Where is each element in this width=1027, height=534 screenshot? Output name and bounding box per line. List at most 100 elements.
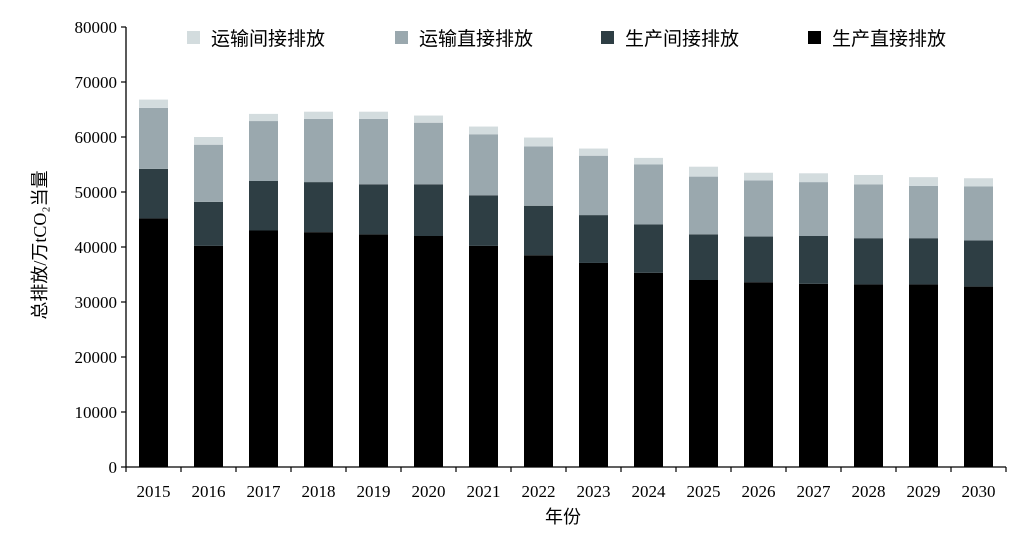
bar-2017-series-0 [249, 230, 278, 467]
bar-2028-series-3 [854, 174, 883, 185]
bar-2015-series-0 [139, 218, 168, 467]
x-tick-label: 2021 [467, 482, 501, 501]
bar-2017-series-2 [249, 121, 278, 181]
bar-2025-series-0 [689, 280, 718, 467]
bar-2020-series-1 [414, 184, 443, 236]
bar-2021-series-0 [469, 245, 498, 467]
legend-label: 运输直接排放 [419, 28, 533, 50]
x-tick-label: 2023 [577, 482, 611, 501]
x-tick-label: 2016 [192, 482, 226, 501]
x-tick-label: 2018 [302, 482, 336, 501]
bar-2020-series-2 [414, 122, 443, 185]
bar-2019-series-2 [359, 118, 388, 185]
bar-2016-series-3 [194, 137, 223, 145]
bar-2026-series-1 [744, 236, 773, 283]
y-tick-label: 70000 [75, 73, 118, 92]
bar-2016-series-1 [194, 201, 223, 246]
legend-swatch [601, 31, 614, 44]
bar-2018-series-0 [304, 232, 333, 467]
bar-2018-series-2 [304, 118, 333, 183]
bar-2025-series-1 [689, 234, 718, 280]
legend-swatch [187, 31, 200, 44]
bar-2024-series-3 [634, 157, 663, 165]
x-tick-label: 2020 [412, 482, 446, 501]
bar-2019-series-0 [359, 234, 388, 467]
bar-2024-series-1 [634, 224, 663, 273]
bar-2029-series-2 [909, 185, 938, 239]
bar-2021-series-1 [469, 195, 498, 246]
y-tick-label: 80000 [75, 18, 118, 37]
bar-2020-series-3 [414, 115, 443, 123]
legend-label: 生产间接排放 [625, 28, 739, 50]
x-tick-label: 2026 [742, 482, 776, 501]
x-tick-label: 2030 [962, 482, 996, 501]
bar-2018-series-1 [304, 182, 333, 233]
bar-2015-series-2 [139, 107, 168, 169]
bar-2029-series-0 [909, 284, 938, 467]
bar-2016-series-0 [194, 245, 223, 467]
bar-2028-series-1 [854, 238, 883, 285]
y-axis-title: 总排放/万tCO₂当量 [30, 170, 50, 319]
legend: 运输间接排放 运输直接排放 生产间接排放 生产直接排放 [187, 28, 946, 50]
x-tick-label: 2029 [907, 482, 941, 501]
bar-2022-series-2 [524, 146, 553, 206]
y-tick-label: 20000 [75, 348, 118, 367]
legend-label: 生产直接排放 [832, 28, 946, 50]
bar-2015-series-3 [139, 99, 168, 108]
bar-2027-series-0 [799, 283, 828, 467]
y-tick-label: 50000 [75, 183, 118, 202]
bar-2021-series-3 [469, 126, 498, 135]
bar-2017-series-1 [249, 181, 278, 231]
bar-2026-series-0 [744, 282, 773, 467]
legend-swatch [808, 31, 821, 44]
bar-2016-series-2 [194, 144, 223, 202]
bar-2023-series-2 [579, 155, 608, 216]
bar-2027-series-3 [799, 173, 828, 183]
y-tick-label: 30000 [75, 293, 118, 312]
bar-2022-series-0 [524, 255, 553, 467]
bar-2015-series-1 [139, 168, 168, 219]
axes-group: 0 10000 20000 30000 40000 50000 60000 70000 8000… [75, 18, 1007, 501]
bar-2026-series-2 [744, 180, 773, 237]
bar-2024-series-2 [634, 164, 663, 225]
bar-2023-series-1 [579, 215, 608, 263]
x-tick-label: 2025 [687, 482, 721, 501]
bar-2028-series-0 [854, 284, 883, 467]
bar-2029-series-1 [909, 238, 938, 285]
x-tick-label: 2028 [852, 482, 886, 501]
bar-2030-series-1 [964, 240, 993, 287]
bar-2030-series-2 [964, 186, 993, 241]
bar-2030-series-3 [964, 178, 993, 187]
x-tick-label: 2027 [797, 482, 832, 501]
bar-2022-series-3 [524, 137, 553, 147]
x-tick-label: 2022 [522, 482, 556, 501]
bar-2027-series-2 [799, 182, 828, 236]
bar-2018-series-3 [304, 111, 333, 119]
bar-2025-series-2 [689, 176, 718, 235]
y-tick-label: 60000 [75, 128, 118, 147]
bar-2025-series-3 [689, 166, 718, 177]
x-tick-label: 2024 [632, 482, 667, 501]
bar-2019-series-1 [359, 184, 388, 235]
x-axis-title: 年份 [545, 507, 581, 527]
bar-2023-series-3 [579, 148, 608, 156]
x-tick-label: 2019 [357, 482, 391, 501]
x-tick-label: 2017 [247, 482, 282, 501]
legend-swatch [395, 31, 408, 44]
y-tick-label: 0 [109, 458, 118, 477]
bar-2029-series-3 [909, 177, 938, 186]
x-tick-label: 2015 [137, 482, 171, 501]
bar-2020-series-0 [414, 236, 443, 467]
bar-2021-series-2 [469, 134, 498, 196]
bar-2023-series-0 [579, 262, 608, 467]
y-tick-label: 40000 [75, 238, 118, 257]
bar-2026-series-3 [744, 172, 773, 181]
y-tick-label: 10000 [75, 403, 118, 422]
bar-2028-series-2 [854, 184, 883, 239]
bars-group [139, 99, 993, 467]
bar-2022-series-1 [524, 205, 553, 256]
bar-2027-series-1 [799, 236, 828, 284]
bar-2024-series-0 [634, 272, 663, 467]
bar-2019-series-3 [359, 111, 388, 119]
